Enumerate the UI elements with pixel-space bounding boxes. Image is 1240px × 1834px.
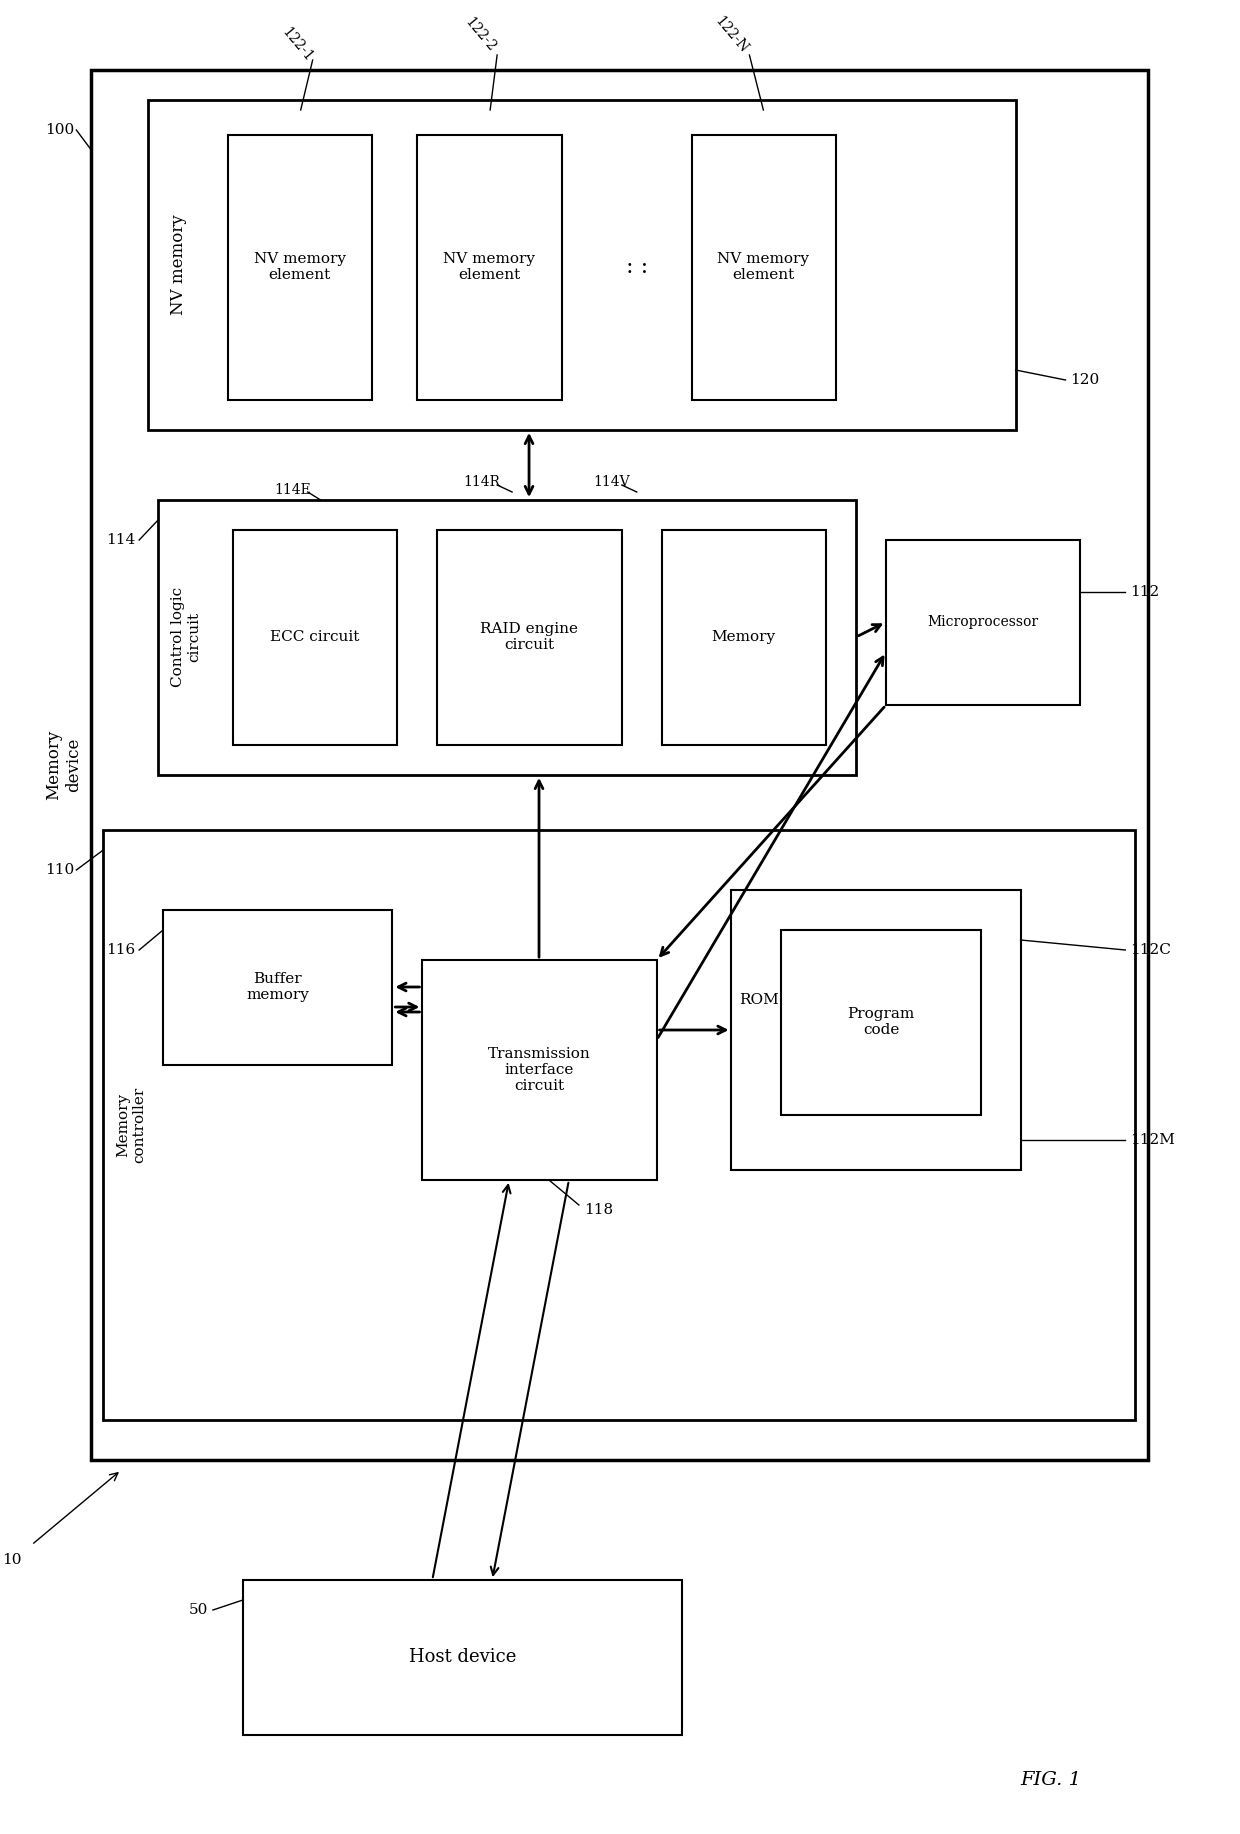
Bar — [887, 539, 1080, 704]
Bar — [732, 889, 1021, 1170]
Text: 114V: 114V — [594, 475, 630, 490]
Text: 10: 10 — [1, 1553, 21, 1566]
Text: 122-N: 122-N — [712, 15, 750, 57]
Text: 122-2: 122-2 — [463, 15, 498, 55]
Text: 112C: 112C — [1131, 943, 1172, 957]
Text: RAID engine
circuit: RAID engine circuit — [480, 622, 578, 653]
Text: Transmission
interface
circuit: Transmission interface circuit — [487, 1047, 590, 1093]
Text: Microprocessor: Microprocessor — [928, 614, 1038, 629]
Text: Control logic
circuit: Control logic circuit — [171, 587, 201, 688]
Bar — [103, 831, 1136, 1420]
Text: 112M: 112M — [1131, 1133, 1176, 1146]
Text: ECC circuit: ECC circuit — [270, 631, 360, 644]
Text: Memory
device: Memory device — [45, 730, 82, 800]
Text: ROM: ROM — [739, 992, 779, 1007]
Text: 116: 116 — [107, 943, 136, 957]
Bar — [233, 530, 397, 745]
Text: 110: 110 — [45, 864, 74, 877]
Text: 122-1: 122-1 — [279, 26, 316, 64]
Bar — [418, 136, 562, 400]
Text: Memory: Memory — [712, 631, 775, 644]
Text: 50: 50 — [188, 1603, 207, 1618]
Text: 100: 100 — [45, 123, 74, 138]
Bar — [148, 101, 1016, 429]
Text: Program
code: Program code — [847, 1007, 915, 1036]
Text: NV memory
element: NV memory element — [718, 251, 810, 282]
Text: NV memory: NV memory — [170, 215, 186, 315]
Bar — [438, 530, 621, 745]
Bar — [159, 501, 856, 776]
Text: NV memory
element: NV memory element — [254, 251, 346, 282]
Text: 112: 112 — [1131, 585, 1159, 600]
Bar — [692, 136, 836, 400]
Text: FIG. 1: FIG. 1 — [1021, 1772, 1081, 1788]
Text: 118: 118 — [584, 1203, 614, 1218]
Text: 114: 114 — [107, 534, 136, 547]
Text: 114R: 114R — [464, 475, 501, 490]
Text: 114E: 114E — [274, 482, 311, 497]
Text: Buffer
memory: Buffer memory — [247, 972, 309, 1001]
Bar — [781, 930, 981, 1115]
Bar — [228, 136, 372, 400]
Text: Host device: Host device — [408, 1649, 516, 1665]
Bar — [243, 1581, 682, 1735]
Text: Memory
controller: Memory controller — [117, 1088, 146, 1163]
Bar — [423, 959, 657, 1179]
Bar — [164, 910, 392, 1066]
Text: NV memory
element: NV memory element — [443, 251, 536, 282]
Bar — [662, 530, 826, 745]
Text: : :: : : — [626, 257, 647, 279]
Text: 120: 120 — [1070, 372, 1100, 387]
Bar — [92, 70, 1148, 1460]
